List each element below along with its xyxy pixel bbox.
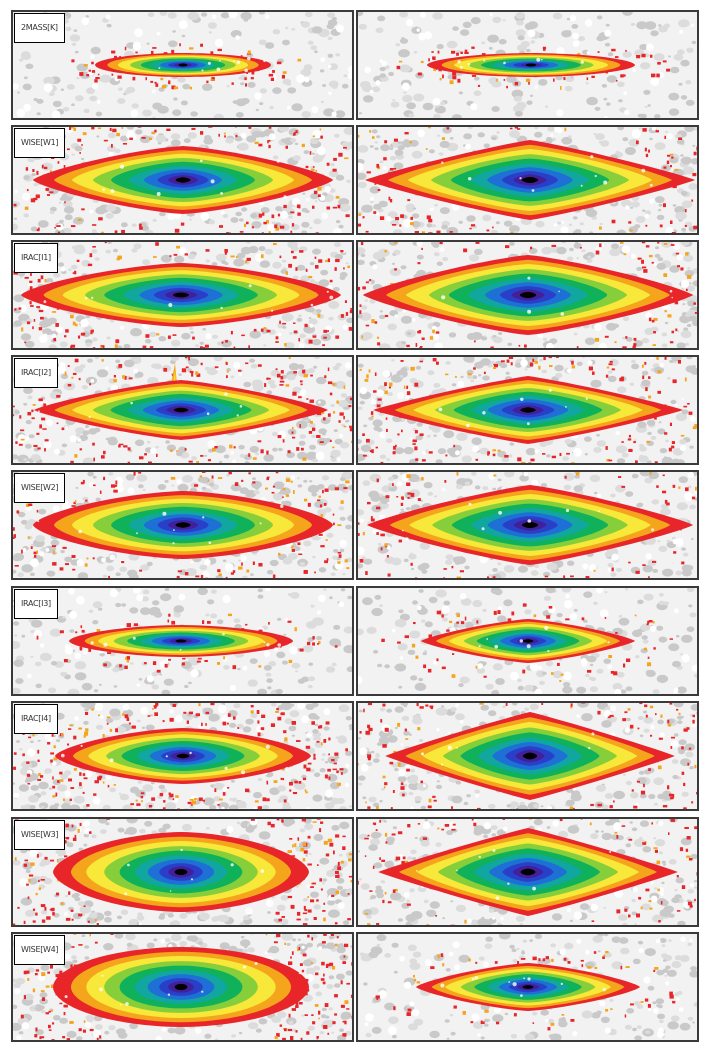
foreground-stars xyxy=(440,976,606,997)
galaxy-image xyxy=(358,472,697,578)
isophote-contours xyxy=(95,53,271,77)
isophote-contours xyxy=(55,728,311,784)
band-label: WISE[W2] xyxy=(14,473,66,503)
foreground-stars xyxy=(43,284,334,312)
outer-halo xyxy=(381,603,673,682)
galaxy-panel-3-left: IRAC[I1] xyxy=(11,240,354,350)
galaxy-panel-6-left: IRAC[I3] xyxy=(11,586,354,696)
galaxy-panel-8-right xyxy=(356,817,699,927)
isophote-contours xyxy=(33,146,333,214)
galaxy-image xyxy=(13,472,352,578)
galaxy-panel-6-right xyxy=(356,586,699,696)
band-label: WISE[W3] xyxy=(14,820,66,850)
galaxy-panel-2-right xyxy=(356,125,699,235)
galaxy-image xyxy=(13,934,352,1040)
band-label: IRAC[I4] xyxy=(14,704,58,734)
band-label: IRAC[I2] xyxy=(14,358,58,388)
foreground-stars xyxy=(90,632,292,652)
isophote-contours xyxy=(378,828,678,916)
galaxy-image xyxy=(13,127,352,233)
isophote-contours xyxy=(69,625,293,657)
isophote-contours xyxy=(53,832,309,912)
galaxy-panel-8-left: WISE[W3] xyxy=(11,817,354,927)
galaxy-panel-7-left: IRAC[I4] xyxy=(11,701,354,811)
galaxy-panel-7-right xyxy=(356,701,699,811)
galaxy-image xyxy=(358,819,697,925)
foreground-stars xyxy=(441,155,653,192)
outer-halo xyxy=(358,703,697,809)
isophote-contours xyxy=(367,485,693,565)
foreground-stars xyxy=(37,504,284,545)
foreground-stars xyxy=(158,56,266,73)
galaxy-image xyxy=(358,242,697,348)
galaxy-image xyxy=(13,703,352,809)
galaxy-panel-5-left: WISE[W2] xyxy=(11,470,354,580)
galaxy-panel-3-right xyxy=(356,240,699,350)
galaxy-panel-4-left: IRAC[I2] xyxy=(11,355,354,465)
foreground-stars xyxy=(368,276,673,318)
galaxy-image xyxy=(358,934,697,1040)
isophote-contours xyxy=(365,140,695,220)
isophote-contours xyxy=(385,712,675,800)
galaxy-panel-2-left: WISE[W1] xyxy=(11,125,354,235)
foreground-stars xyxy=(61,741,289,775)
galaxy-image xyxy=(358,357,697,463)
galaxy-panel-4-right xyxy=(356,355,699,465)
band-label: IRAC[I1] xyxy=(14,243,58,273)
outer-halo xyxy=(71,43,302,90)
galaxy-image xyxy=(13,588,352,694)
foreground-stars xyxy=(64,962,301,1006)
galaxy-image xyxy=(13,819,352,925)
galaxy-panel-9-left: WISE[W4] xyxy=(11,932,354,1042)
outer-halo xyxy=(358,127,697,233)
foreground-stars xyxy=(415,849,675,900)
isophote-contours xyxy=(34,380,328,440)
foreground-stars xyxy=(438,388,684,428)
foreground-stars xyxy=(430,57,637,73)
foreground-stars xyxy=(400,731,595,777)
foreground-stars xyxy=(38,392,321,430)
isophote-contours xyxy=(427,53,635,77)
galaxy-image xyxy=(358,12,697,118)
galaxy-panel-5-right xyxy=(356,470,699,580)
outer-halo xyxy=(13,357,352,463)
galaxy-image xyxy=(13,357,352,463)
isophote-contours xyxy=(33,491,333,559)
isophote-contours xyxy=(421,619,635,663)
foreground-stars xyxy=(387,501,655,541)
isophote-contours xyxy=(53,947,309,1027)
foreground-stars xyxy=(443,625,629,653)
foreground-stars xyxy=(55,848,311,896)
galaxy-image xyxy=(358,588,697,694)
isophote-contours xyxy=(373,376,683,444)
isophote-contours xyxy=(416,963,640,1011)
galaxy-image xyxy=(358,703,697,809)
isophote-contours xyxy=(363,255,693,335)
band-label: IRAC[I3] xyxy=(14,589,58,619)
band-label: WISE[W4] xyxy=(14,935,66,965)
outer-halo xyxy=(358,819,697,925)
foreground-stars xyxy=(102,159,310,202)
outer-halo xyxy=(358,357,697,463)
galaxy-panel-9-right xyxy=(356,932,699,1042)
galaxy-panel-1-left: 2MASS[K] xyxy=(11,10,354,120)
galaxy-image xyxy=(13,12,352,118)
outer-halo xyxy=(13,703,348,809)
isophote-contours xyxy=(21,263,341,327)
galaxy-image xyxy=(13,242,352,348)
galaxy-image xyxy=(358,127,697,233)
galaxy-panel-1-right xyxy=(356,10,699,120)
band-label: WISE[W1] xyxy=(14,128,66,158)
band-label: 2MASS[K] xyxy=(14,13,65,43)
